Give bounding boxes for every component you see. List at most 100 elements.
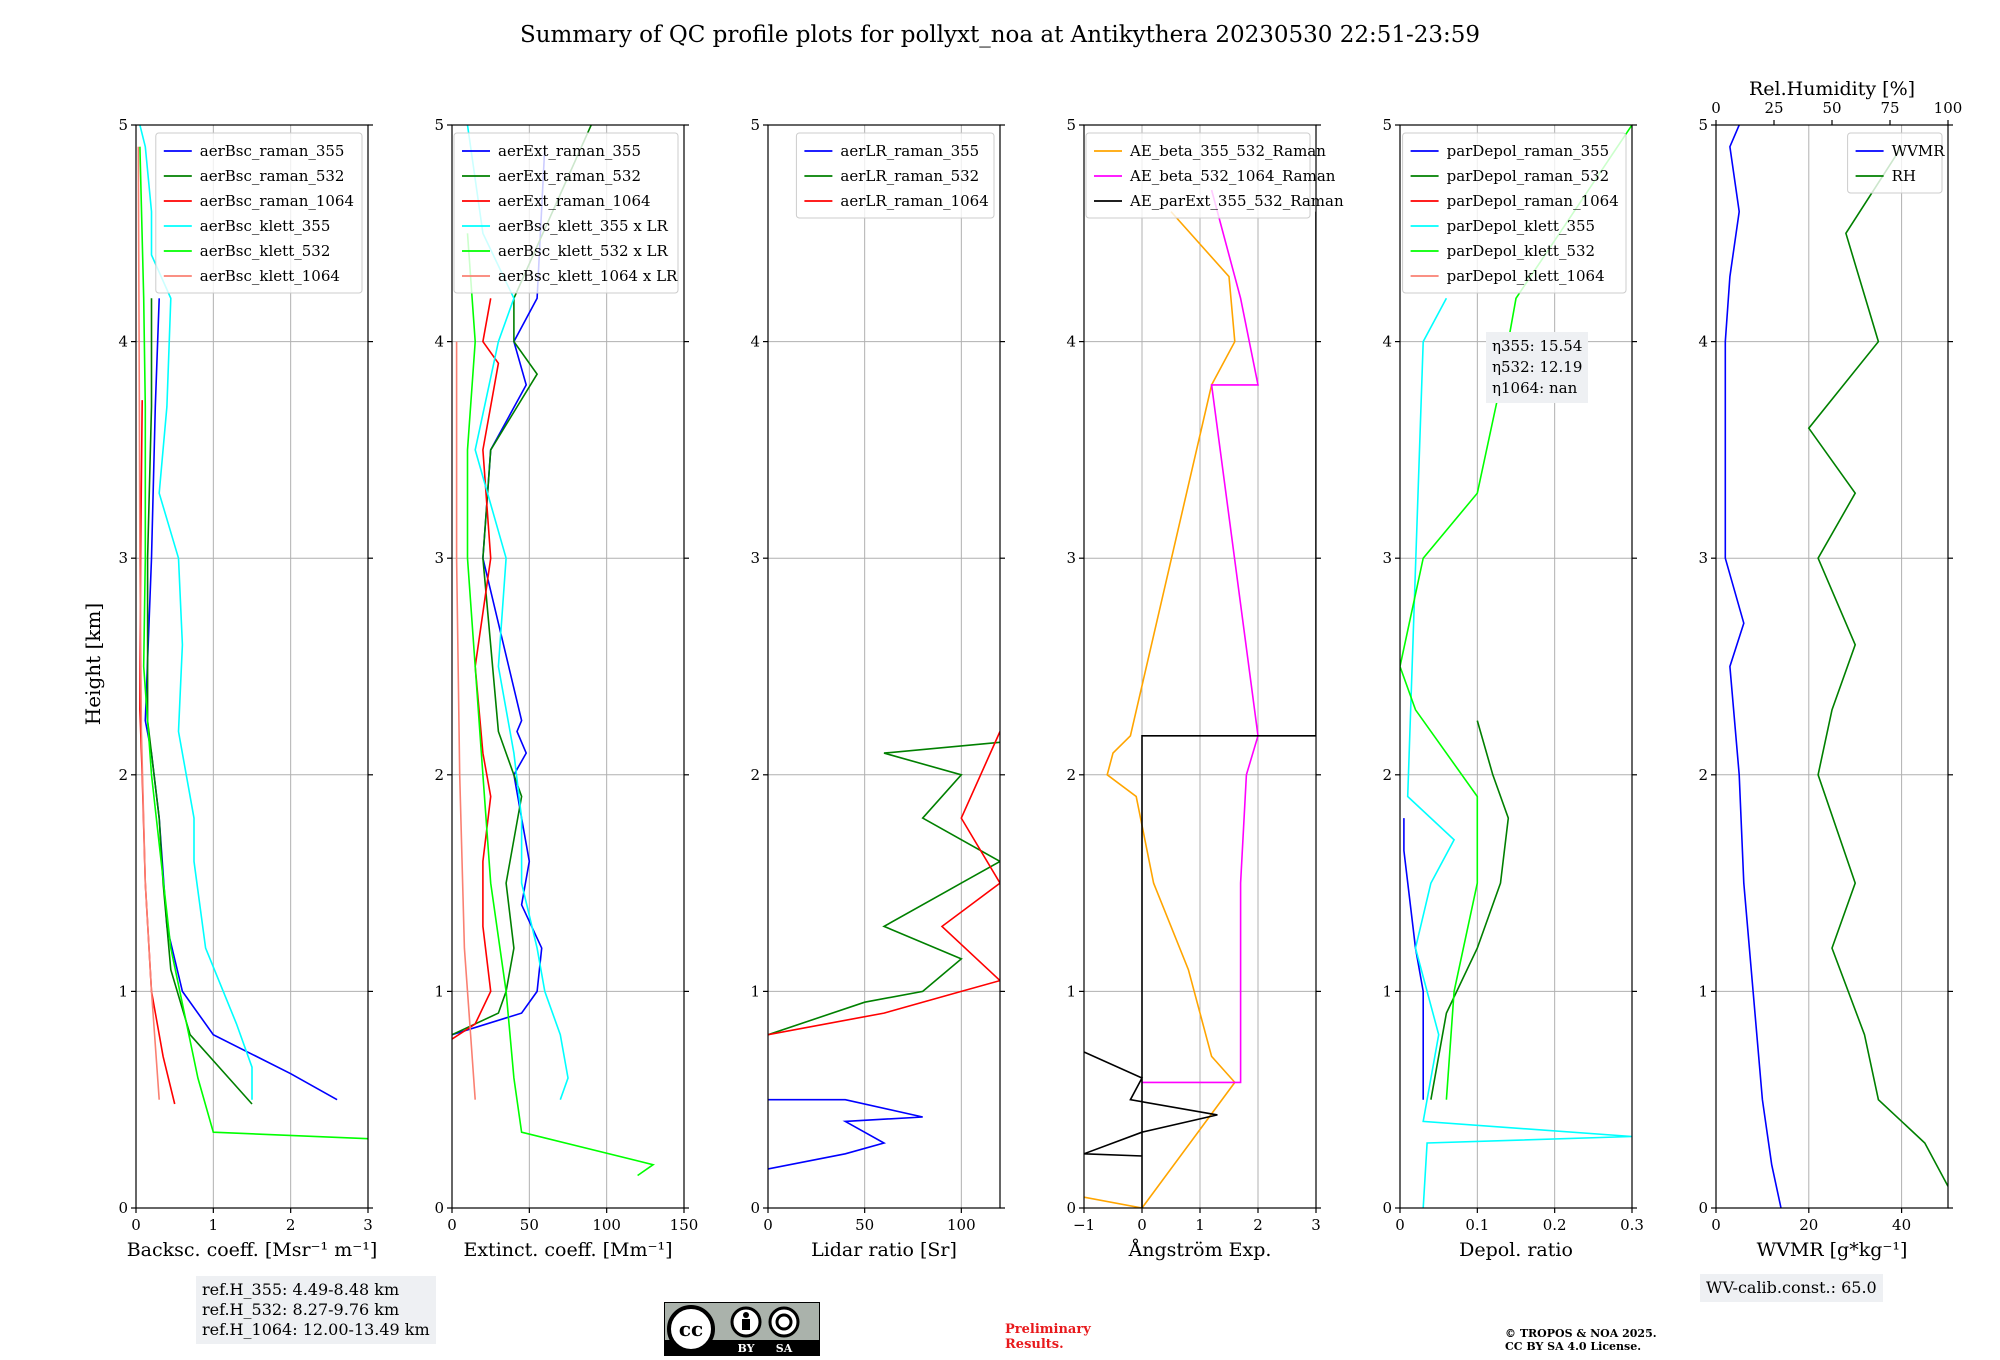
legend-entry: aerLR_raman_532	[840, 167, 979, 185]
legend-entry: aerBsc_raman_1064	[200, 192, 354, 210]
y-tick-label: 2	[1066, 766, 1076, 784]
legend-entry: parDepol_klett_532	[1447, 242, 1596, 260]
series-AE_beta_532_1064_Raman	[1142, 189, 1259, 1084]
y-tick-label: 1	[1698, 982, 1708, 1000]
legend	[453, 132, 679, 294]
x-axis-label: Extinct. coeff. [Mm⁻¹]	[463, 1239, 672, 1261]
series-aerExt_raman_1064	[452, 298, 500, 1040]
y-tick-label: 0	[1066, 1199, 1076, 1217]
y-axis-label: Height [km]	[81, 603, 105, 725]
x-tick-label: 0.2	[1543, 1216, 1567, 1234]
axes-frame	[451, 124, 685, 1209]
legend-entry: WVMR	[1892, 142, 1946, 160]
axes-frame	[1399, 124, 1633, 1209]
figure-title: Summary of QC profile plots for pollyxt_…	[519, 22, 1481, 48]
y-tick-label: 1	[750, 982, 760, 1000]
y-tick-label: 0	[1382, 1199, 1392, 1217]
x-tick-label: 50	[855, 1216, 874, 1234]
y-tick-label: 3	[750, 549, 760, 567]
y-tick-label: 0	[750, 1199, 760, 1217]
y-tick-label: 0	[434, 1199, 444, 1217]
y-tick-label: 4	[118, 333, 128, 351]
legend-entry: parDepol_klett_355	[1447, 217, 1596, 235]
y-tick-label: 3	[1066, 549, 1076, 567]
ref-height-box: ref.H_355: 4.49-8.48 km ref.H_532: 8.27-…	[196, 1276, 436, 1344]
axes-frame	[1715, 124, 1949, 1209]
series-parDepol_raman_532	[1430, 720, 1510, 1100]
top-tick-label: 100	[1934, 99, 1963, 117]
x-tick-label: 100	[947, 1216, 976, 1234]
x-tick-label: 0	[1711, 1216, 1721, 1234]
y-tick-label: 1	[118, 982, 128, 1000]
y-tick-label: 4	[1066, 333, 1076, 351]
legend-entry: aerLR_raman_1064	[840, 192, 988, 210]
x-tick-label: 40	[1892, 1216, 1911, 1234]
svg-text:cc: cc	[679, 1317, 703, 1341]
legend-entry: aerBsc_raman_355	[200, 142, 345, 160]
x-tick-label: 0.3	[1620, 1216, 1644, 1234]
y-tick-label: 5	[1382, 116, 1392, 134]
copyright-line-1: © TROPOS & NOA 2025.	[1505, 1327, 1657, 1340]
series-aerBsc_klett_1064 x LR	[455, 341, 476, 1100]
series-aerExt_raman_532	[452, 125, 592, 1036]
sa-icon	[768, 1306, 800, 1338]
y-tick-label: 0	[118, 1199, 128, 1217]
series-aerBsc_klett_355 x LR	[466, 125, 569, 1100]
y-tick-label: 1	[1382, 982, 1392, 1000]
y-tick-label: 4	[750, 333, 760, 351]
legend-entry: aerBsc_raman_532	[200, 167, 345, 185]
y-tick-label: 4	[1698, 333, 1708, 351]
legend-entry: aerExt_raman_355	[498, 142, 641, 160]
preliminary-note: Preliminary Results.	[1005, 1322, 1091, 1352]
legend-entry: aerBsc_klett_1064 x LR	[498, 267, 678, 285]
y-tick-label: 5	[750, 116, 760, 134]
x-tick-label: 3	[1311, 1216, 1321, 1234]
top-tick-label: 75	[1880, 99, 1899, 117]
x-tick-label: 2	[286, 1216, 296, 1234]
eta-532: η532: 12.19	[1492, 358, 1583, 376]
legend	[155, 132, 363, 294]
x-axis-label: Backsc. coeff. [Msr⁻¹ m⁻¹]	[127, 1239, 378, 1261]
panel-1: 0 1 2 3 0 1 2 3 4 5 Backsc. coeff. [Msr⁻¹ m⁻¹] aerB…	[118, 116, 377, 1261]
legend-entry: parDepol_klett_1064	[1447, 267, 1605, 285]
badge-sa-label: SA	[776, 1342, 793, 1355]
x-tick-label: 3	[363, 1216, 373, 1234]
legend-entry: parDepol_raman_532	[1447, 167, 1610, 185]
x-tick-label: 150	[670, 1216, 699, 1234]
legend	[1402, 132, 1627, 294]
panel-6: 0 20 40 0 1 2 3 4 5 WVMR [g*kg⁻¹] 0 25 50 75 100 Rel.Hu…	[1698, 78, 1962, 1261]
x-axis-label: Lidar ratio [Sr]	[811, 1239, 957, 1261]
ref-height-355: ref.H_355: 4.49-8.48 km	[202, 1280, 400, 1299]
legend-entry: parDepol_raman_1064	[1447, 192, 1619, 210]
x-axis-label: WVMR [g*kg⁻¹]	[1757, 1239, 1908, 1261]
legend-entry: aerBsc_klett_532 x LR	[498, 242, 669, 260]
y-tick-label: 2	[1698, 766, 1708, 784]
y-tick-label: 3	[1382, 549, 1392, 567]
x-tick-label: 2	[1253, 1216, 1263, 1234]
y-tick-label: 4	[434, 333, 444, 351]
axes-frame	[135, 124, 369, 1209]
preliminary-line-2: Results.	[1005, 1337, 1064, 1352]
x-tick-label: 50	[520, 1216, 539, 1234]
series-RH	[1807, 146, 1948, 1187]
legend-entry: aerBsc_klett_532	[200, 242, 331, 260]
y-tick-label: 5	[1066, 116, 1076, 134]
y-tick-label: 5	[118, 116, 128, 134]
x-tick-label: 0	[1395, 1216, 1405, 1234]
top-tick-label: 0	[1711, 99, 1721, 117]
legend-entry: AE_parExt_355_532_Raman	[1129, 192, 1344, 210]
eta-box: η355: 15.54 η532: 12.19 η1064: nan	[1486, 332, 1589, 403]
x-tick-label: 0	[447, 1216, 457, 1234]
series-AE_parExt_355_532_Raman	[1084, 211, 1316, 1208]
series-aerBsc_klett_532	[139, 146, 368, 1140]
legend-entry: parDepol_raman_355	[1447, 142, 1610, 160]
y-tick-label: 5	[434, 116, 444, 134]
y-tick-label: 4	[1382, 333, 1392, 351]
eta-1064: η1064: nan	[1492, 379, 1578, 397]
series-aerBsc_klett_1064	[137, 146, 160, 1100]
y-tick-label: 2	[750, 766, 760, 784]
series-parDepol_klett_355	[1406, 297, 1632, 1208]
series-AE_beta_355_532_Raman	[1084, 211, 1236, 1208]
x-tick-label: 20	[1799, 1216, 1818, 1234]
